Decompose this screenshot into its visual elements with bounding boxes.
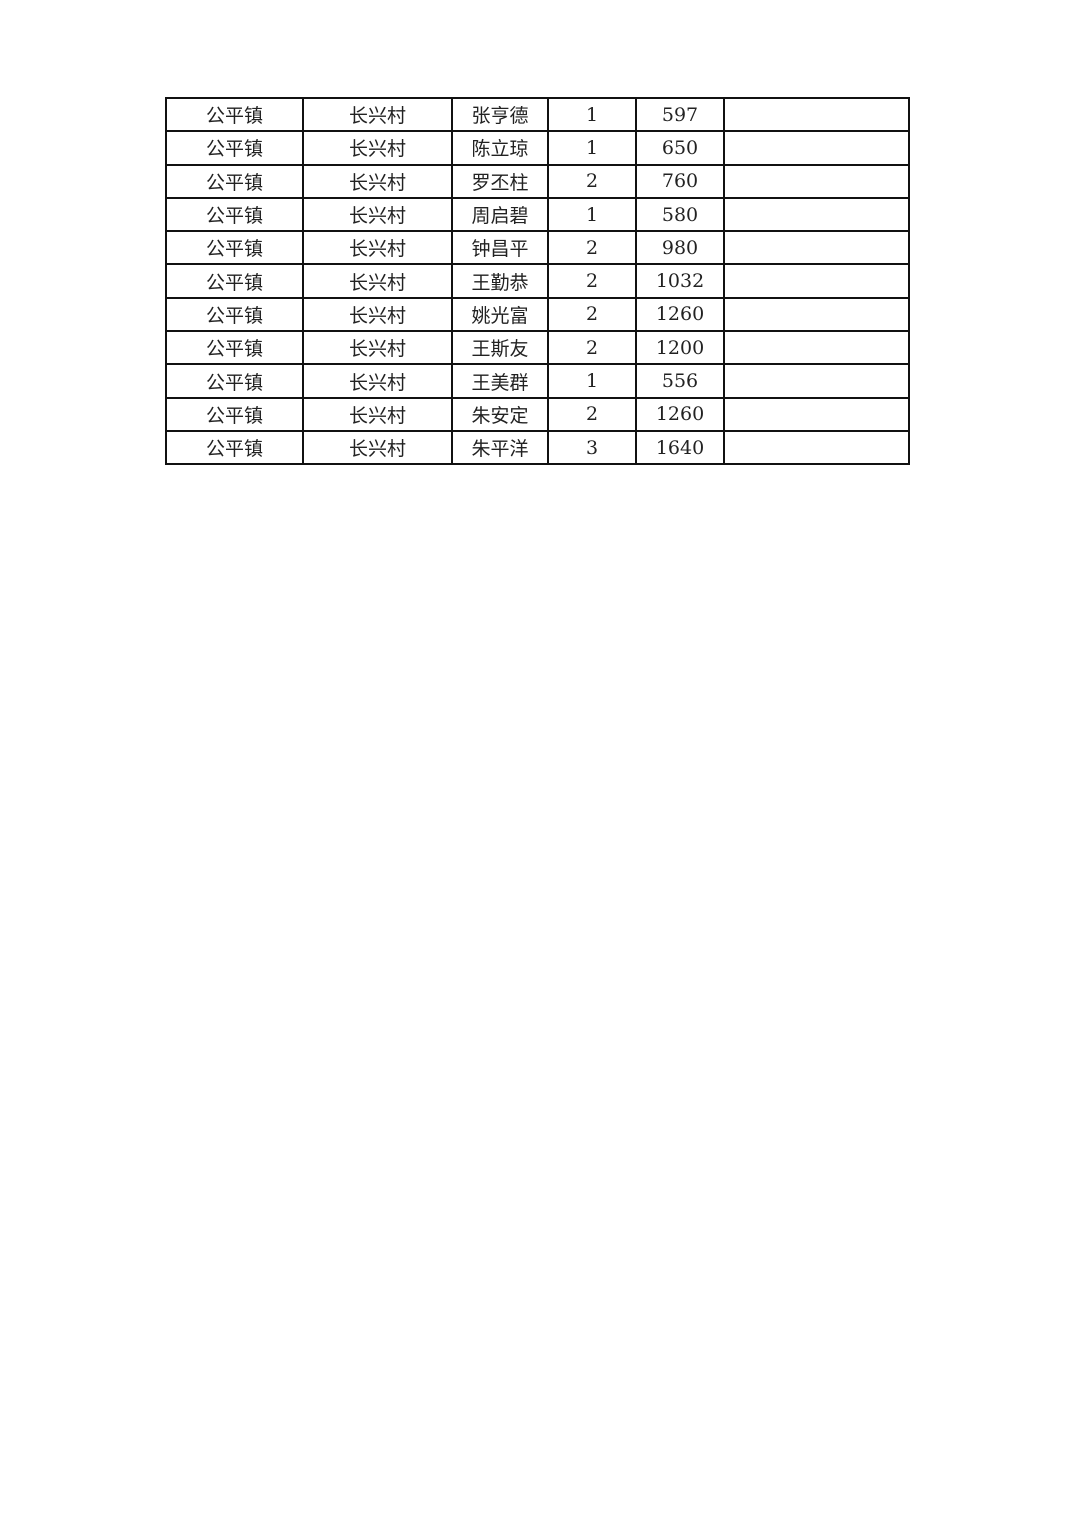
household-size-cell: 1 <box>547 130 637 166</box>
town-cell: 公平镇 <box>165 363 304 399</box>
remarks-cell <box>723 263 910 299</box>
town-cell: 公平镇 <box>165 330 304 366</box>
household-size-cell: 1 <box>547 196 637 233</box>
household-size-cell: 2 <box>547 230 637 266</box>
household-size-cell: 2 <box>547 396 637 432</box>
town-cell: 公平镇 <box>165 163 304 199</box>
table-row: 公平镇 长兴村 朱安定 2 1260 <box>165 396 910 432</box>
table-row: 公平镇 长兴村 朱平洋 3 1640 <box>165 429 910 466</box>
amount-cell: 580 <box>635 196 725 233</box>
household-size-cell: 1 <box>547 96 637 133</box>
amount-cell: 1032 <box>635 263 725 299</box>
name-cell: 王斯友 <box>451 330 549 366</box>
table-row: 公平镇 长兴村 王勤恭 2 1032 <box>165 263 910 299</box>
town-cell: 公平镇 <box>165 396 304 432</box>
table-row: 公平镇 长兴村 张亨德 1 597 <box>165 96 910 133</box>
amount-cell: 1640 <box>635 429 725 466</box>
name-cell: 罗丕柱 <box>451 163 549 199</box>
village-cell: 长兴村 <box>302 363 453 399</box>
village-cell: 长兴村 <box>302 296 453 333</box>
data-table: 公平镇 长兴村 张亨德 1 597 公平镇 长兴村 陈立琼 1 650 公平镇 长兴村 罗丕柱 2 760 公… <box>165 96 910 466</box>
village-cell: 长兴村 <box>302 330 453 366</box>
household-size-cell: 3 <box>547 429 637 466</box>
household-size-cell: 2 <box>547 330 637 366</box>
amount-cell: 760 <box>635 163 725 199</box>
remarks-cell <box>723 96 910 133</box>
household-size-cell: 1 <box>547 363 637 399</box>
village-cell: 长兴村 <box>302 429 453 466</box>
table-row: 公平镇 长兴村 王斯友 2 1200 <box>165 330 910 366</box>
table-row: 公平镇 长兴村 王美群 1 556 <box>165 363 910 399</box>
town-cell: 公平镇 <box>165 429 304 466</box>
remarks-cell <box>723 396 910 432</box>
name-cell: 姚光富 <box>451 296 549 333</box>
remarks-cell <box>723 196 910 233</box>
table-row: 公平镇 长兴村 姚光富 2 1260 <box>165 296 910 333</box>
table-row: 公平镇 长兴村 钟昌平 2 980 <box>165 230 910 266</box>
remarks-cell <box>723 296 910 333</box>
town-cell: 公平镇 <box>165 196 304 233</box>
amount-cell: 650 <box>635 130 725 166</box>
town-cell: 公平镇 <box>165 130 304 166</box>
village-cell: 长兴村 <box>302 96 453 133</box>
remarks-cell <box>723 163 910 199</box>
town-cell: 公平镇 <box>165 96 304 133</box>
amount-cell: 980 <box>635 230 725 266</box>
table-row: 公平镇 长兴村 陈立琼 1 650 <box>165 130 910 166</box>
name-cell: 钟昌平 <box>451 230 549 266</box>
name-cell: 周启碧 <box>451 196 549 233</box>
village-cell: 长兴村 <box>302 396 453 432</box>
table-row: 公平镇 长兴村 罗丕柱 2 760 <box>165 163 910 199</box>
amount-cell: 556 <box>635 363 725 399</box>
amount-cell: 597 <box>635 96 725 133</box>
household-size-cell: 2 <box>547 263 637 299</box>
amount-cell: 1260 <box>635 296 725 333</box>
amount-cell: 1200 <box>635 330 725 366</box>
remarks-cell <box>723 130 910 166</box>
town-cell: 公平镇 <box>165 296 304 333</box>
amount-cell: 1260 <box>635 396 725 432</box>
name-cell: 陈立琼 <box>451 130 549 166</box>
village-cell: 长兴村 <box>302 196 453 233</box>
remarks-cell <box>723 429 910 466</box>
name-cell: 张亨德 <box>451 96 549 133</box>
household-size-cell: 2 <box>547 296 637 333</box>
town-cell: 公平镇 <box>165 263 304 299</box>
remarks-cell <box>723 363 910 399</box>
name-cell: 王勤恭 <box>451 263 549 299</box>
town-cell: 公平镇 <box>165 230 304 266</box>
remarks-cell <box>723 230 910 266</box>
village-cell: 长兴村 <box>302 230 453 266</box>
table-row: 公平镇 长兴村 周启碧 1 580 <box>165 196 910 233</box>
name-cell: 王美群 <box>451 363 549 399</box>
remarks-cell <box>723 330 910 366</box>
village-cell: 长兴村 <box>302 163 453 199</box>
household-size-cell: 2 <box>547 163 637 199</box>
name-cell: 朱安定 <box>451 396 549 432</box>
village-cell: 长兴村 <box>302 263 453 299</box>
name-cell: 朱平洋 <box>451 429 549 466</box>
village-cell: 长兴村 <box>302 130 453 166</box>
